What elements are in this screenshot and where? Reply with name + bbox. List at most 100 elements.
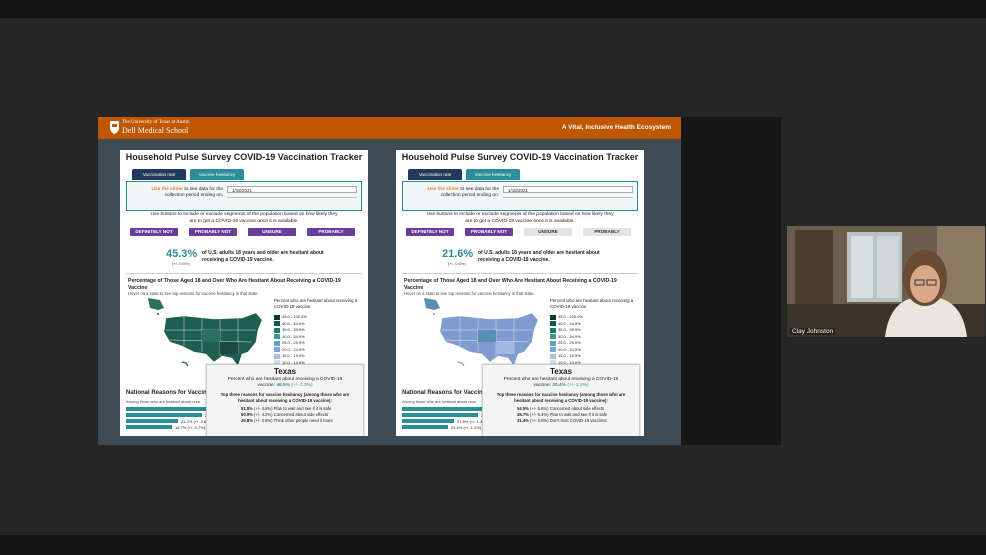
participant-video: Clay Johnston [787,226,985,337]
legend-item: 45.0 - 100.0% [274,314,307,320]
national-bar [402,407,512,411]
legend-item: 10.0 - 14.9% [274,360,305,366]
legend-label: 45.0 - 100.0% [282,314,307,319]
tooltip-label-text: Percent who are hesitant about receiving… [227,377,343,388]
date-dropdown[interactable]: 1/18/2021 [227,186,357,193]
filter-button[interactable]: PROBABLY [307,228,355,236]
national-subtitle: Among those who are hesitant about rece [126,399,201,404]
national-bar [402,413,478,417]
legend-item: 35.0 - 39.9% [274,327,305,333]
reason-value: 54.5% [517,406,529,411]
filter-button[interactable]: UNSURE [524,228,572,236]
us-map[interactable] [144,296,274,376]
tooltip-margin: (+/- 2.3%) [291,383,313,388]
stat-margin: (+/- 0.5%) [172,261,190,266]
university-name: The University of Texas at Austin [122,120,190,125]
slide-header: The University of Texas at Austin Dell M… [98,117,681,139]
legend-item: 25.0 - 29.9% [274,340,305,346]
national-title: National Reasons for Vaccine [126,390,211,396]
legend-label: 15.0 - 19.9% [282,353,305,358]
stat-description: of U.S. adults 18 years and older are he… [202,250,324,263]
legend-item: 40.0 - 44.9% [274,321,305,327]
slider-box: Use the slider to see data for the colle… [402,181,638,211]
legend-item: 35.0 - 39.9% [550,327,581,333]
state-tooltip: Texas Percent who are hesitant about rece… [482,364,640,436]
legend-swatch [274,327,280,333]
national-bar [126,407,236,411]
participant-name: Clay Johnston [790,328,836,335]
filter-button[interactable]: DEFINITELY NOT [130,228,178,236]
national-bar-label: 27.8% (+/- 1.3 [457,418,483,424]
legend-swatch [274,360,280,365]
legend-item: 15.0 - 19.9% [274,353,305,359]
reason-text: Think other people need it more [273,418,333,423]
dashboard-panel: Household Pulse Survey COVID-19 Vaccinat… [396,150,644,436]
reason-margin: (+/- 4.2%) [254,412,273,417]
filter-button[interactable]: DEFINITELY NOT [406,228,454,236]
slider-track [503,197,633,198]
slider-highlight: Use the slider [151,187,183,192]
filter-button[interactable]: UNSURE [248,228,296,236]
legend-label: 30.0 - 34.9% [282,333,305,339]
tooltip-reason: 25.8% (+/- 3.6%) Think other people need… [207,418,363,423]
national-subtitle: Among those who are hesitant about rece [402,399,477,404]
tooltip-state: Texas [549,367,573,376]
legend-label: 10.0 - 14.9% [282,359,305,365]
legend-label: 40.0 - 44.9% [282,320,305,326]
legend-swatch [550,327,556,333]
school-name: Dell Medical School [122,126,189,135]
tab[interactable]: Vaccine hesitancy [190,169,244,180]
state-tooltip: Texas Percent who are hesitant about rece… [206,364,364,436]
legend-label: 30.0 - 34.9% [558,333,581,339]
reason-value: 25.8% [241,418,253,423]
slider-text: to see data for the collection period en… [164,187,223,198]
legend-label: 35.0 - 39.9% [558,327,581,332]
tooltip-margin: (+/- 2.2%) [567,383,589,388]
national-bar [126,413,202,417]
us-map[interactable] [420,296,550,376]
tooltip-reason: 31.4% (+/- 5.6%) Don't trust COVID-19 va… [483,418,639,423]
legend-label: 10.0 - 14.9% [558,359,581,365]
legend-swatch [274,314,280,320]
legend-swatch [550,334,556,339]
divider [126,273,362,274]
tooltip-reason: 51.8% (+/- 4.8%) Plan to wait and see if… [207,406,363,411]
filter-button[interactable]: PROBABLY NOT [465,228,513,236]
tooltip-reasons-title: Top three reasons for vaccine hesitancy … [496,392,626,403]
tab[interactable]: Vaccination rate [132,169,186,180]
legend-label: 40.0 - 44.9% [558,320,581,326]
stat-margin: (+/- 0.6%) [448,261,466,266]
reason-margin: (+/- 3.6%) [254,418,273,423]
reason-margin: (+/- 6.4%) [530,412,549,417]
national-bar-label: 18.7% (+/- 0.7%) Don't [175,424,216,430]
reason-margin: (+/- 4.8%) [254,406,273,411]
date-dropdown[interactable]: 1/18/2021 [503,186,633,193]
national-bar [402,419,454,423]
legend-item: 20.0 - 24.9% [274,347,305,353]
ut-shield-icon [110,121,119,134]
tooltip-state: Texas [273,367,297,376]
tooltip-label-text: Percent who are hesitant about receiving… [503,377,619,388]
national-bar-label: 21.2% (+/- 0.8%) Don't [181,418,222,424]
tooltip-reasons-title: Top three reasons for vaccine hesitancy … [220,392,350,403]
tooltip-reason: 54.5% (+/- 5.6%) Concerned about side ef… [483,406,639,411]
slider-track [227,197,357,198]
reason-text: Concerned about side effects [273,412,329,417]
filter-button[interactable]: PROBABLY NOT [189,228,237,236]
legend-item: 10.0 - 14.9% [550,360,581,366]
map-subtitle: Hover on a state to see top reasons for … [128,291,259,296]
national-bar [126,425,172,429]
legend-item: 20.0 - 24.9% [550,347,581,353]
tab[interactable]: Vaccine hesitancy [466,169,520,180]
legend-label: 25.0 - 29.9% [558,340,581,345]
tab[interactable]: Vaccination rate [408,169,462,180]
reason-text: Don't trust COVID-19 vaccines [549,418,607,423]
filter-button[interactable]: PROBABLY [583,228,631,236]
legend-label: 35.0 - 39.9% [282,327,305,332]
legend-item: 15.0 - 19.9% [550,353,581,359]
national-bar [402,425,448,429]
reason-value: 51.8% [241,406,253,411]
hesitancy-stat: 21.6% [442,248,474,260]
dashboard-title: Household Pulse Survey COVID-19 Vaccinat… [125,152,363,162]
